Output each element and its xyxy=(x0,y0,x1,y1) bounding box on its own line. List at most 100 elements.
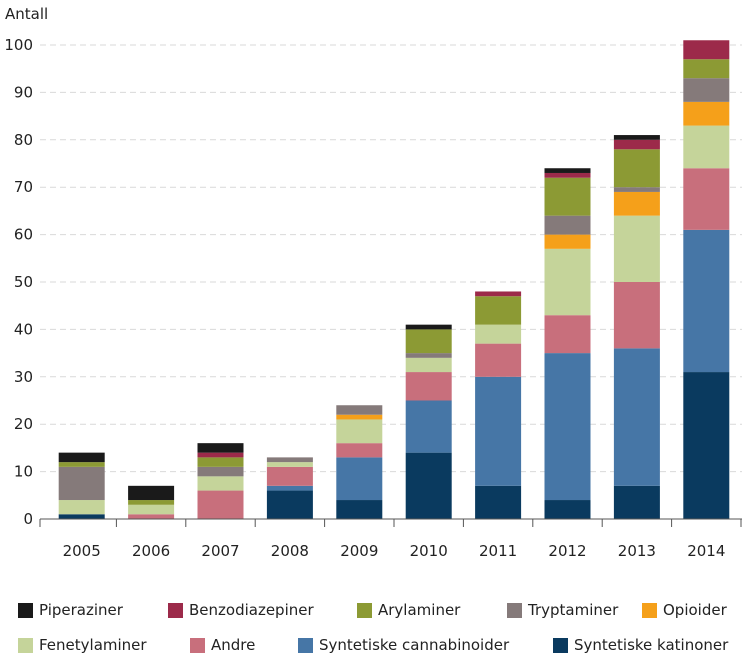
legend-swatch xyxy=(553,637,568,653)
legend-swatch xyxy=(507,602,522,618)
bar-segment xyxy=(405,329,452,354)
bar-segment xyxy=(683,372,730,519)
bar-segment xyxy=(544,353,591,501)
legend-swatch xyxy=(357,602,372,618)
bar-segment xyxy=(475,296,522,325)
legend-swatch xyxy=(18,637,33,653)
y-tick-label: 70 xyxy=(14,178,33,196)
legend-label: Piperaziner xyxy=(39,601,123,619)
bar-segment xyxy=(405,452,452,519)
legend-swatch xyxy=(168,602,183,618)
bar-segment xyxy=(128,504,175,515)
bar-segment xyxy=(266,466,313,486)
x-tick-labels: 2005 2006 2007 2008 2009 2010 2011 2012 2013 2014 xyxy=(63,542,726,560)
legend-item: Syntetiske cannabinoider xyxy=(298,636,509,654)
legend-item: Fenetylaminer xyxy=(18,636,147,654)
y-tick-label: 40 xyxy=(14,320,33,338)
bar-segment xyxy=(197,457,244,467)
bar-segment xyxy=(683,229,730,373)
x-tick-label: 2014 xyxy=(687,542,725,560)
bar-segment xyxy=(266,490,313,519)
bar-segment xyxy=(266,462,313,467)
x-tick-label: 2005 xyxy=(63,542,101,560)
bar-segment xyxy=(613,215,660,282)
bar-segment xyxy=(197,452,244,458)
y-tick-label: 30 xyxy=(14,368,33,386)
bar-segment xyxy=(613,348,660,486)
legend-label: Andre xyxy=(211,636,256,654)
bar-segment xyxy=(405,400,452,453)
bar-segment xyxy=(544,248,591,316)
bar-segment xyxy=(197,443,244,453)
bar-segment xyxy=(544,177,591,216)
y-tick-label: 80 xyxy=(14,131,33,149)
legend-label: Syntetiske cannabinoider xyxy=(319,636,510,654)
x-tick-label: 2013 xyxy=(618,542,656,560)
bar-segment xyxy=(405,372,452,401)
y-tick-label: 60 xyxy=(14,226,33,244)
bar-segment xyxy=(197,476,244,491)
bar-segment xyxy=(475,324,522,344)
legend-item: Opioider xyxy=(642,601,727,619)
bar-segment xyxy=(266,457,313,463)
bar-segment xyxy=(613,191,660,216)
bar-segment xyxy=(475,485,522,519)
x-tick-label: 2012 xyxy=(548,542,586,560)
x-tick-label: 2007 xyxy=(201,542,239,560)
bar-segment xyxy=(405,324,452,330)
x-tick-label: 2011 xyxy=(479,542,517,560)
bar-segment xyxy=(128,514,175,519)
y-tick-label: 50 xyxy=(14,273,33,291)
legend-label: Benzodiazepiner xyxy=(189,601,314,619)
y-tick-label: 90 xyxy=(14,83,33,101)
bar-segment xyxy=(128,500,175,505)
legend-item: Benzodiazepiner xyxy=(168,601,314,619)
bar-segment xyxy=(683,78,730,102)
y-tick-label: 20 xyxy=(14,415,33,433)
legend-item: Arylaminer xyxy=(357,601,460,619)
legend-item: Piperaziner xyxy=(18,601,123,619)
legend-swatch xyxy=(18,602,33,618)
bar-segment xyxy=(544,234,591,249)
bar-segment xyxy=(405,357,452,373)
bar-segment xyxy=(58,452,105,463)
bar-segment xyxy=(544,315,591,354)
bar-segment xyxy=(683,101,730,126)
legend-label: Fenetylaminer xyxy=(39,636,147,654)
bar-segment xyxy=(544,168,591,173)
legend-item: Andre xyxy=(190,636,255,654)
bar-segment xyxy=(613,485,660,519)
bar-segment xyxy=(197,466,244,477)
bar-segment xyxy=(613,135,660,140)
bar-segment xyxy=(544,172,591,178)
legend-item: Syntetiske katinoner xyxy=(553,636,728,654)
x-tick-label: 2008 xyxy=(271,542,309,560)
y-tick-labels: 0 10 20 30 40 50 60 70 80 90 100 xyxy=(4,36,33,528)
bar-segment xyxy=(58,462,105,467)
bar-segment xyxy=(336,443,383,458)
x-tick-label: 2006 xyxy=(132,542,170,560)
bar-segment xyxy=(58,514,105,519)
legend-swatch xyxy=(190,637,205,653)
x-tick-label: 2009 xyxy=(340,542,378,560)
y-tick-label: 10 xyxy=(14,463,33,481)
bar-segment xyxy=(58,500,105,515)
bar-segment xyxy=(336,457,383,501)
bar-segment xyxy=(683,125,730,169)
bar-segment xyxy=(266,485,313,491)
legend-label: Tryptaminer xyxy=(528,601,619,619)
bar-segment xyxy=(683,40,730,60)
legend-swatch xyxy=(298,637,313,653)
bar-segment xyxy=(613,187,660,192)
bar-segment xyxy=(613,149,660,188)
bar-segment xyxy=(475,376,522,486)
bar-segment xyxy=(336,414,383,420)
legend-label: Arylaminer xyxy=(378,601,461,619)
bar-segment xyxy=(128,485,175,501)
legend-label: Opioider xyxy=(663,601,727,619)
bar-segment xyxy=(544,215,591,235)
bar-segment xyxy=(613,282,660,349)
legend-swatch xyxy=(642,602,657,618)
legend-label: Syntetiske katinoner xyxy=(574,636,729,654)
